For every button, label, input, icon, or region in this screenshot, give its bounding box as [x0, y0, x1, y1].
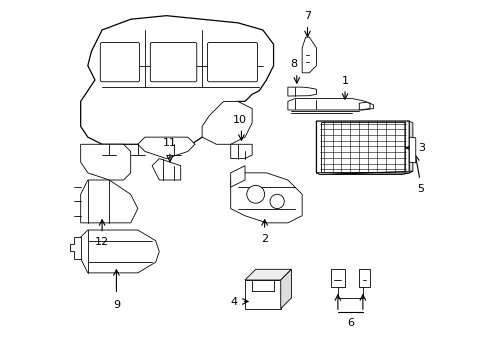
- FancyBboxPatch shape: [100, 42, 140, 82]
- Text: 10: 10: [233, 115, 246, 125]
- Polygon shape: [409, 121, 413, 173]
- Polygon shape: [409, 137, 416, 163]
- Polygon shape: [81, 144, 131, 180]
- Polygon shape: [331, 269, 345, 287]
- Text: 6: 6: [347, 318, 354, 328]
- Polygon shape: [152, 158, 181, 180]
- Circle shape: [247, 185, 265, 203]
- Polygon shape: [288, 99, 373, 110]
- Circle shape: [270, 194, 284, 208]
- Text: 5: 5: [417, 184, 425, 194]
- Text: 4: 4: [231, 297, 238, 307]
- Text: 3: 3: [418, 143, 425, 153]
- Bar: [321, 122, 405, 172]
- Polygon shape: [302, 37, 317, 73]
- Text: 9: 9: [113, 300, 120, 310]
- Polygon shape: [231, 173, 302, 223]
- Polygon shape: [81, 16, 273, 144]
- Polygon shape: [317, 121, 409, 174]
- Polygon shape: [81, 230, 159, 273]
- Polygon shape: [70, 237, 81, 258]
- Polygon shape: [138, 137, 195, 158]
- Text: 11: 11: [163, 138, 177, 148]
- Polygon shape: [359, 102, 370, 110]
- Polygon shape: [281, 269, 292, 309]
- Text: 12: 12: [95, 237, 109, 247]
- Polygon shape: [202, 102, 252, 144]
- Polygon shape: [231, 144, 252, 158]
- Text: 2: 2: [261, 234, 268, 244]
- FancyBboxPatch shape: [150, 42, 197, 82]
- Text: 8: 8: [291, 59, 298, 69]
- Polygon shape: [245, 269, 292, 280]
- Polygon shape: [359, 269, 370, 287]
- Text: 7: 7: [304, 11, 311, 21]
- Polygon shape: [245, 280, 281, 309]
- Polygon shape: [81, 180, 138, 223]
- Text: 1: 1: [342, 76, 349, 86]
- Polygon shape: [317, 171, 413, 175]
- Polygon shape: [288, 87, 317, 96]
- Polygon shape: [231, 166, 245, 187]
- FancyBboxPatch shape: [207, 42, 258, 82]
